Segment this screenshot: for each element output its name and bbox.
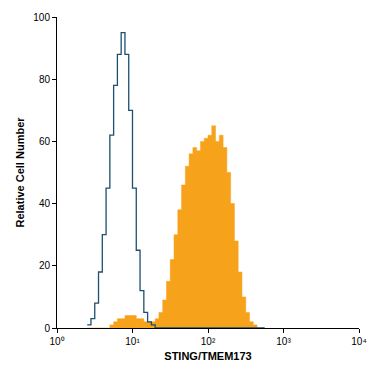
- svg-text:Relative Cell Number: Relative Cell Number: [14, 117, 26, 228]
- svg-text:10⁰: 10⁰: [49, 336, 64, 347]
- svg-text:10³: 10³: [276, 336, 291, 347]
- svg-text:10²: 10²: [201, 336, 216, 347]
- svg-text:10¹: 10¹: [125, 336, 140, 347]
- svg-text:0: 0: [44, 323, 50, 334]
- svg-text:20: 20: [39, 260, 51, 271]
- svg-text:40: 40: [39, 198, 51, 209]
- svg-text:100: 100: [33, 12, 50, 23]
- svg-text:10⁴: 10⁴: [351, 336, 366, 347]
- svg-text:80: 80: [39, 74, 51, 85]
- svg-text:60: 60: [39, 136, 51, 147]
- svg-text:STING/TMEM173: STING/TMEM173: [164, 350, 251, 362]
